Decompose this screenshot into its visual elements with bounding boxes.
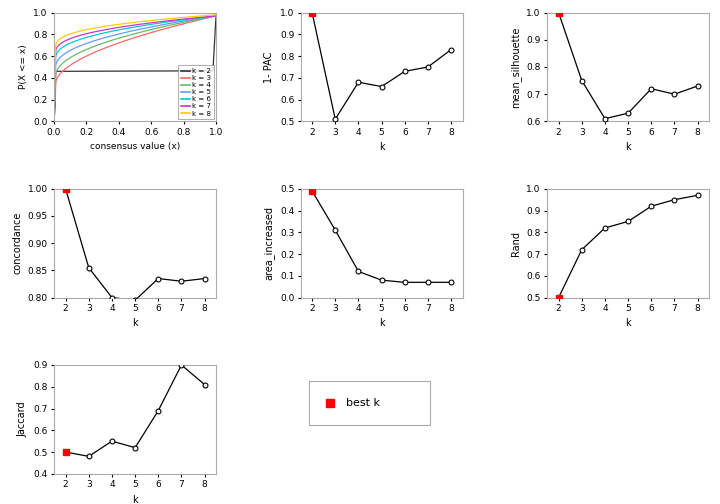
Y-axis label: Jaccard: Jaccard <box>18 402 28 437</box>
Text: best k: best k <box>346 398 380 408</box>
X-axis label: k: k <box>132 319 138 329</box>
Y-axis label: Rand: Rand <box>511 231 521 256</box>
X-axis label: k: k <box>132 494 138 504</box>
Y-axis label: 1- PAC: 1- PAC <box>264 51 274 83</box>
X-axis label: k: k <box>379 142 384 152</box>
X-axis label: k: k <box>379 319 384 329</box>
Y-axis label: area_increased: area_increased <box>264 206 274 280</box>
X-axis label: consensus value (x): consensus value (x) <box>90 142 180 151</box>
Y-axis label: concordance: concordance <box>12 212 22 274</box>
Y-axis label: mean_silhouette: mean_silhouette <box>510 26 521 108</box>
X-axis label: k: k <box>625 142 631 152</box>
Legend: k = 2, k = 3, k = 4, k = 5, k = 6, k = 7, k = 8: k = 2, k = 3, k = 4, k = 5, k = 6, k = 7… <box>179 66 214 119</box>
X-axis label: k: k <box>625 319 631 329</box>
Y-axis label: P(X <= x): P(X <= x) <box>19 45 28 89</box>
